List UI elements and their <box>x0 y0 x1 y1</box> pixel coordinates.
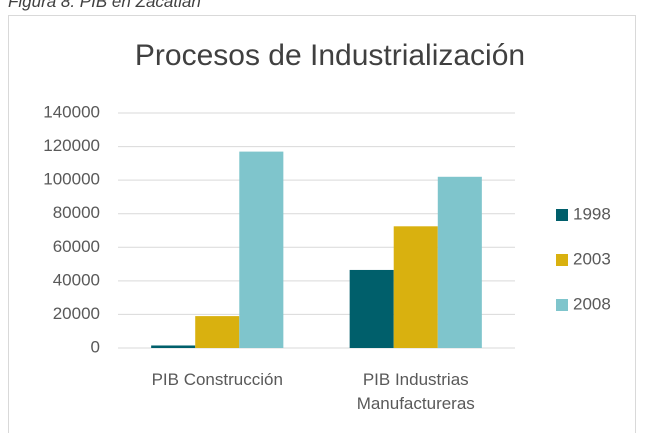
y-tick-label: 140000 <box>43 102 100 121</box>
chart-frame <box>8 15 636 433</box>
y-tick-label: 20000 <box>53 304 100 323</box>
chart-title: Procesos de Industrialización <box>135 39 525 72</box>
y-tick-label: 40000 <box>53 270 100 289</box>
bar <box>437 176 482 348</box>
caption: Figura 8. PIB en Zacatlán <box>8 0 201 11</box>
y-tick-label: 100000 <box>43 170 100 189</box>
legend-label: 2008 <box>573 294 611 313</box>
bar <box>349 269 394 348</box>
bar <box>239 151 284 348</box>
x-tick-label: PIB Industrias Manufactureras <box>356 370 475 413</box>
y-tick-label: 120000 <box>43 136 100 155</box>
y-tick-label: 80000 <box>53 203 100 222</box>
y-tick-label: 60000 <box>53 237 100 256</box>
legend-label: 1998 <box>573 204 611 223</box>
x-tick-label: PIB Construcción <box>151 370 283 389</box>
y-tick-label: 0 <box>91 337 100 356</box>
legend-swatch <box>556 299 568 311</box>
bar <box>393 226 438 348</box>
bar <box>195 316 240 348</box>
bar <box>151 345 196 348</box>
legend-swatch <box>556 209 568 221</box>
legend-swatch <box>556 254 568 266</box>
legend-label: 2003 <box>573 249 611 268</box>
